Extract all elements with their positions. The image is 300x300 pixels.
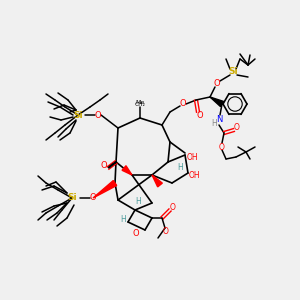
Text: O: O: [180, 100, 186, 109]
Text: OH: OH: [188, 172, 200, 181]
Polygon shape: [122, 166, 132, 175]
Text: Si: Si: [67, 194, 77, 202]
Text: H: H: [177, 164, 183, 172]
Polygon shape: [152, 175, 162, 187]
Text: Me: Me: [135, 100, 145, 106]
Text: O: O: [95, 110, 101, 119]
Text: O: O: [219, 142, 225, 152]
Text: O: O: [133, 229, 139, 238]
Text: O: O: [197, 110, 203, 119]
Text: O: O: [163, 227, 169, 236]
Text: N: N: [216, 116, 222, 124]
Text: O: O: [214, 79, 220, 88]
Text: Si: Si: [73, 110, 83, 119]
Text: H: H: [135, 197, 141, 206]
Text: H: H: [211, 119, 217, 128]
Text: O: O: [170, 202, 176, 211]
Text: CH₂: CH₂: [135, 101, 146, 106]
Text: O: O: [234, 124, 240, 133]
Text: Si: Si: [228, 68, 238, 76]
Text: O: O: [101, 160, 107, 169]
Text: H: H: [120, 215, 126, 224]
Polygon shape: [210, 97, 224, 106]
Text: OH: OH: [186, 154, 198, 163]
Polygon shape: [93, 181, 117, 198]
Text: O: O: [90, 194, 96, 202]
